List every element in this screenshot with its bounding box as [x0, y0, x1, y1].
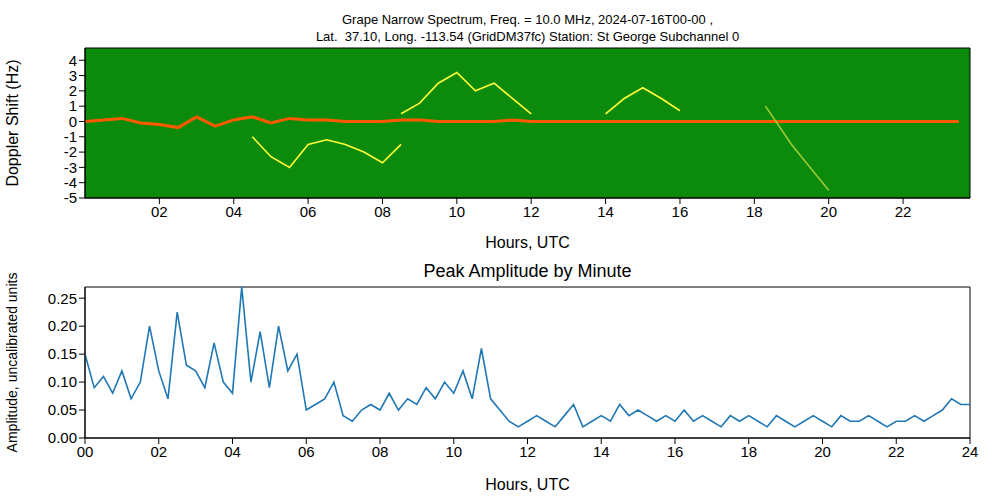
svg-text:2: 2: [69, 82, 77, 99]
svg-text:-2: -2: [64, 143, 77, 160]
svg-text:3: 3: [69, 67, 77, 84]
svg-text:18: 18: [746, 203, 763, 220]
svg-text:0: 0: [69, 113, 77, 130]
svg-text:10: 10: [445, 443, 462, 460]
html-text:Grape Narrow Spectrum, Freq. =: Grape Narrow Spectrum, Freq. = 10.0 MHz,…: [342, 12, 713, 27]
html-text:Peak Amplitude by Minute: Peak Amplitude by Minute: [423, 261, 632, 281]
svg-text:-5: -5: [64, 189, 77, 206]
svg-text:0.15: 0.15: [48, 345, 77, 362]
svg-text:24: 24: [962, 443, 979, 460]
svg-text:0.00: 0.00: [48, 429, 77, 446]
svg-text:06: 06: [298, 443, 315, 460]
svg-text:00: 00: [77, 443, 94, 460]
svg-text:10: 10: [449, 203, 466, 220]
svg-text:04: 04: [225, 203, 242, 220]
svg-text:18: 18: [740, 443, 757, 460]
svg-text:22: 22: [895, 203, 912, 220]
svg-text:22: 22: [888, 443, 905, 460]
svg-text:16: 16: [672, 203, 689, 220]
svg-text:20: 20: [814, 443, 831, 460]
svg-text:Hours, UTC: Hours, UTC: [485, 476, 569, 493]
svg-text:0.25: 0.25: [48, 290, 77, 307]
svg-text:-1: -1: [64, 128, 77, 145]
svg-text:02: 02: [151, 203, 168, 220]
svg-text:0.05: 0.05: [48, 401, 77, 418]
html-text:Lat. 37.10, Long. -113.54 (Gri: Lat. 37.10, Long. -113.54 (GridDM37fc) S…: [315, 29, 740, 44]
svg-text:0.20: 0.20: [48, 317, 77, 334]
svg-text:20: 20: [820, 203, 837, 220]
svg-text:06: 06: [300, 203, 317, 220]
svg-text:02: 02: [150, 443, 167, 460]
svg-text:08: 08: [374, 203, 391, 220]
svg-text:08: 08: [372, 443, 389, 460]
svg-text:16: 16: [667, 443, 684, 460]
svg-text:Amplitude, uncalibrated units: Amplitude, uncalibrated units: [4, 273, 20, 453]
svg-text:Hours, UTC: Hours, UTC: [485, 234, 569, 251]
svg-text:12: 12: [519, 443, 536, 460]
svg-text:12: 12: [523, 203, 540, 220]
svg-text:-3: -3: [64, 159, 77, 176]
svg-text:-4: -4: [64, 174, 77, 191]
svg-text:14: 14: [597, 203, 614, 220]
svg-text:0.10: 0.10: [48, 373, 77, 390]
svg-text:1: 1: [69, 97, 77, 114]
svg-text:Doppler Shift (Hz): Doppler Shift (Hz): [4, 59, 21, 186]
svg-text:4: 4: [69, 52, 77, 69]
svg-text:14: 14: [593, 443, 610, 460]
svg-text:04: 04: [224, 443, 241, 460]
